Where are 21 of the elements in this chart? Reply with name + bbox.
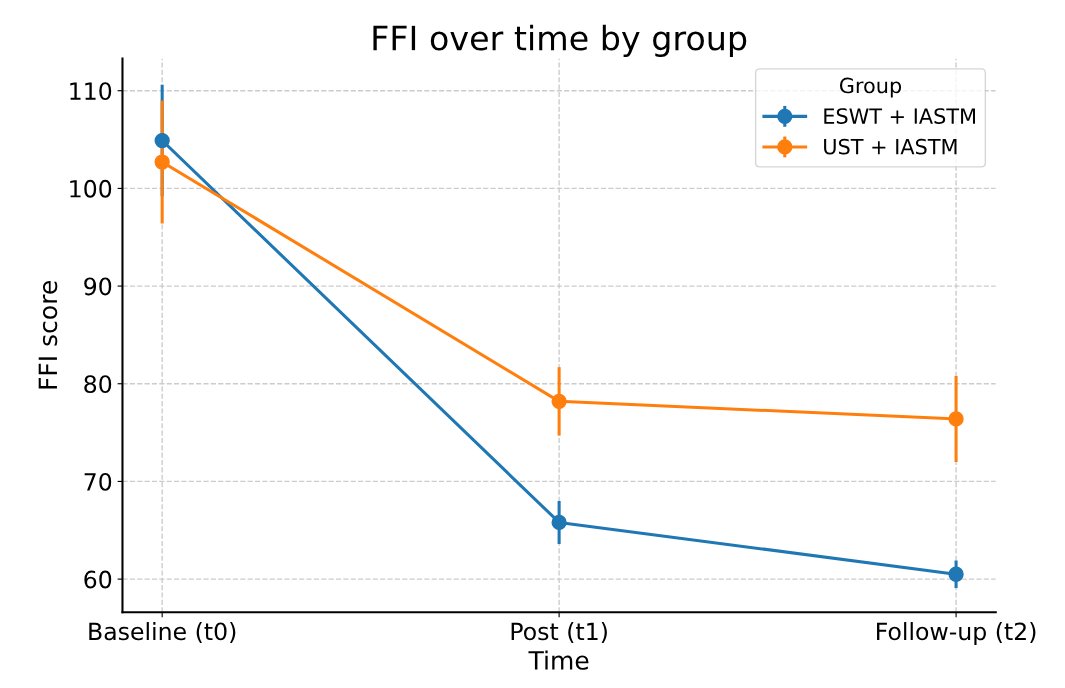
y-tick-label: 110	[70, 82, 112, 101]
chart-title: FFI over time by group	[373, 24, 747, 58]
point	[154, 154, 170, 170]
x-axis-title: Time	[528, 650, 589, 670]
y-tick-label: 70	[84, 472, 112, 491]
point	[948, 411, 964, 427]
point	[551, 393, 567, 409]
y-tick-label: 80	[84, 375, 112, 394]
y-tick-label: 60	[84, 570, 112, 589]
x-tick-label: Post (t1)	[511, 622, 607, 644]
legend-label: ESWT + IASTM	[824, 108, 975, 124]
y-tick-label: 100	[70, 179, 112, 198]
y-tick-label: 90	[84, 277, 112, 296]
point	[948, 566, 964, 582]
legend-label: UST + IASTM	[824, 138, 957, 155]
legend-title: Group	[839, 77, 902, 98]
point	[154, 132, 170, 149]
x-tick-label: Follow-up (t2)	[877, 622, 1036, 645]
x-tick-label: Baseline (t0)	[89, 622, 236, 644]
point	[551, 514, 567, 531]
y-axis-title: FFI score	[38, 281, 58, 389]
